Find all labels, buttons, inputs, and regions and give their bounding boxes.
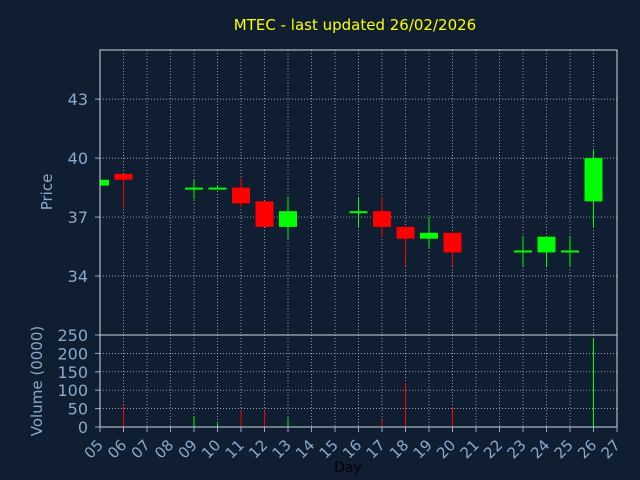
- candle-body-16: [349, 211, 368, 214]
- volume-tick-label: 200: [57, 344, 88, 363]
- volume-tick-label: 100: [57, 381, 88, 400]
- candle-body-10: [208, 187, 227, 190]
- candle-body-24: [537, 236, 556, 253]
- candle-body-06: [114, 173, 133, 180]
- chart-title: MTEC - last updated 26/02/2026: [234, 16, 476, 34]
- price-tick-label: 37: [68, 208, 88, 227]
- candle-body-25: [561, 250, 579, 253]
- candle-body-17: [373, 211, 391, 227]
- volume-tick-label: 250: [57, 326, 88, 345]
- price-axis-label: Price: [38, 174, 56, 211]
- candle-body-26: [584, 158, 603, 202]
- price-tick-label: 34: [68, 267, 88, 286]
- candle-body-11: [232, 187, 250, 204]
- candle-body-18: [396, 226, 415, 239]
- candle-body-12: [255, 201, 274, 227]
- candle-body-13: [279, 211, 297, 227]
- price-panel: 34 37 40 43: [68, 49, 618, 336]
- candle-body-09: [185, 187, 203, 190]
- volume-tick-label: 50: [68, 400, 88, 419]
- volume-axis-label: Volume (0000): [28, 326, 46, 436]
- price-tick-label: 43: [68, 90, 88, 109]
- candle-body-19: [420, 232, 438, 239]
- x-axis-label: Day: [334, 460, 362, 476]
- volume-tick-label: 150: [57, 363, 88, 382]
- candle-body-23: [514, 250, 532, 253]
- price-tick-label: 40: [68, 149, 88, 168]
- volume-tick-label: 0: [78, 418, 88, 437]
- candle-body-05: [100, 179, 109, 186]
- candle-body-20: [443, 232, 462, 253]
